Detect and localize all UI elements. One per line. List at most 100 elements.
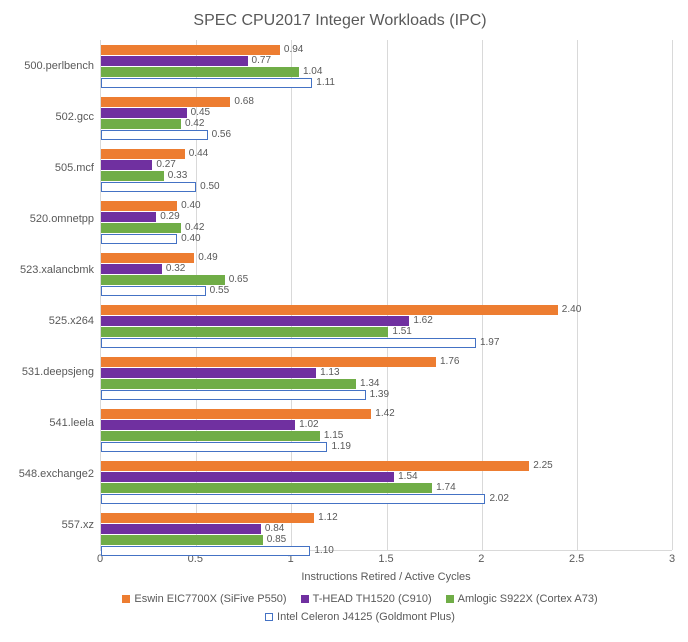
- bar-group: 1.120.840.851.10: [101, 508, 672, 560]
- bar: [101, 56, 248, 66]
- legend-swatch: [301, 595, 309, 603]
- bar-value-label: 0.44: [189, 148, 208, 159]
- bar: [101, 97, 230, 107]
- bar-row: 0.85: [101, 535, 672, 545]
- bar-value-label: 1.34: [360, 378, 379, 389]
- bar: [101, 494, 485, 504]
- bar: [101, 108, 187, 118]
- legend-item: Amlogic S922X (Cortex A73): [446, 593, 598, 605]
- bar: [101, 379, 356, 389]
- y-tick-label: 502.gcc: [8, 91, 100, 142]
- y-axis-labels: 500.perlbench502.gcc505.mcf520.omnetpp 52…: [8, 40, 100, 550]
- bar-row: 0.29: [101, 212, 672, 222]
- bar-group: 0.940.771.041.11: [101, 40, 672, 92]
- legend-item: T-HEAD TH1520 (C910): [301, 593, 432, 605]
- bar-row: 0.65: [101, 275, 672, 285]
- bar-value-label: 2.02: [489, 493, 508, 504]
- bar-value-label: 0.45: [191, 107, 210, 118]
- bar-value-label: 1.11: [316, 77, 335, 88]
- bar-value-label: 1.42: [375, 408, 394, 419]
- bar: [101, 253, 194, 263]
- bar-groups: 0.940.771.041.110.680.450.420.560.440.27…: [101, 40, 672, 550]
- bar-row: 0.50: [101, 182, 672, 192]
- bar-value-label: 1.62: [413, 315, 432, 326]
- bar: [101, 286, 206, 296]
- bar-row: 0.56: [101, 130, 672, 140]
- bar-row: 0.44: [101, 149, 672, 159]
- bar-value-label: 1.97: [480, 337, 499, 348]
- y-tick-label: 525.x264: [8, 295, 100, 346]
- bar: [101, 305, 558, 315]
- bar-group: 0.680.450.420.56: [101, 92, 672, 144]
- bar: [101, 316, 409, 326]
- bar: [101, 420, 295, 430]
- bar-value-label: 1.74: [436, 482, 455, 493]
- bar: [101, 234, 177, 244]
- bar-row: 1.11: [101, 78, 672, 88]
- bar: [101, 149, 185, 159]
- bar: [101, 160, 152, 170]
- legend-label: Intel Celeron J4125 (Goldmont Plus): [277, 611, 455, 623]
- bar-row: 0.32: [101, 264, 672, 274]
- bar: [101, 67, 299, 77]
- bar-row: 0.40: [101, 201, 672, 211]
- bar: [101, 524, 261, 534]
- bar-value-label: 2.40: [562, 304, 581, 315]
- bar: [101, 264, 162, 274]
- bar-value-label: 0.49: [198, 252, 217, 263]
- bar-value-label: 1.10: [314, 545, 333, 556]
- bar-row: 1.02: [101, 420, 672, 430]
- bar: [101, 390, 366, 400]
- bar: [101, 368, 316, 378]
- bar-row: 1.10: [101, 546, 672, 556]
- bar: [101, 182, 196, 192]
- bar-row: 1.42: [101, 409, 672, 419]
- bar-value-label: 0.65: [229, 274, 248, 285]
- bar-row: 0.27: [101, 160, 672, 170]
- bar-value-label: 0.42: [185, 118, 204, 129]
- bar-value-label: 1.02: [299, 419, 318, 430]
- y-tick-label: 520.omnetpp: [8, 193, 100, 244]
- bar-value-label: 0.84: [265, 523, 284, 534]
- bar-value-label: 1.76: [440, 356, 459, 367]
- bar-row: 2.02: [101, 494, 672, 504]
- bar-value-label: 0.85: [267, 534, 286, 545]
- bar-group: 0.440.270.330.50: [101, 144, 672, 196]
- bar-row: 0.55: [101, 286, 672, 296]
- bar-value-label: 0.77: [252, 55, 271, 66]
- bar-row: 2.40: [101, 305, 672, 315]
- gridline: [672, 40, 673, 550]
- bar-row: 1.54: [101, 472, 672, 482]
- legend-swatch: [265, 613, 273, 621]
- bar-group: 0.49 0.32 0.650.55: [101, 248, 672, 300]
- y-tick-label: 505.mcf: [8, 142, 100, 193]
- bar-group: 2.251.54 1.74 2.02: [101, 456, 672, 508]
- y-tick-label: 531.deepsjeng: [8, 346, 100, 397]
- bar: [101, 338, 476, 348]
- y-tick-label: 557.xz: [8, 499, 100, 550]
- bar-row: 1.13: [101, 368, 672, 378]
- bar-group: 2.401.621.511.97: [101, 300, 672, 352]
- bar-value-label: 1.15: [324, 430, 343, 441]
- bar-value-label: 0.32: [166, 263, 185, 274]
- bar-row: 0.68: [101, 97, 672, 107]
- bar-value-label: 0.50: [200, 181, 219, 192]
- bar-group: 1.761.131.341.39: [101, 352, 672, 404]
- legend-label: T-HEAD TH1520 (C910): [313, 593, 432, 605]
- bar: [101, 357, 436, 367]
- bar-value-label: 0.94: [284, 44, 303, 55]
- legend-label: Eswin EIC7700X (SiFive P550): [134, 593, 286, 605]
- bar-row: 1.76: [101, 357, 672, 367]
- plot-area: 0.940.771.041.110.680.450.420.560.440.27…: [100, 40, 672, 551]
- bar-value-label: 0.40: [181, 200, 200, 211]
- bar: [101, 223, 181, 233]
- bar: [101, 472, 394, 482]
- bar-value-label: 1.54: [398, 471, 417, 482]
- legend-item: Intel Celeron J4125 (Goldmont Plus): [265, 611, 455, 623]
- bar-row: 0.40: [101, 234, 672, 244]
- bar-row: 2.25: [101, 461, 672, 471]
- y-tick-label: 500.perlbench: [8, 40, 100, 91]
- bar-value-label: 0.29: [160, 211, 179, 222]
- bar-row: 0.42: [101, 119, 672, 129]
- bar: [101, 546, 310, 556]
